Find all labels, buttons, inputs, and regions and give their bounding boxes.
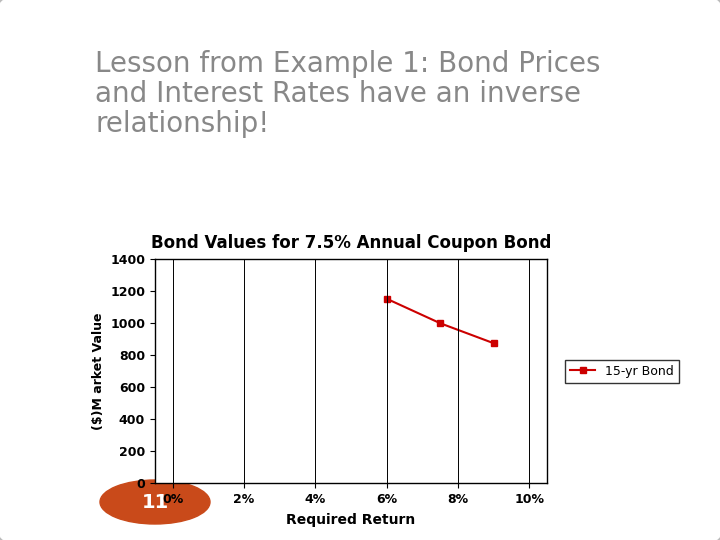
15-yr Bond xyxy=(490,340,498,347)
Title: Bond Values for 7.5% Annual Coupon Bond: Bond Values for 7.5% Annual Coupon Bond xyxy=(150,234,552,252)
Text: relationship!: relationship! xyxy=(95,110,269,138)
Line: 15-yr Bond: 15-yr Bond xyxy=(383,295,498,347)
15-yr Bond xyxy=(436,320,444,327)
X-axis label: Required Return: Required Return xyxy=(287,513,415,527)
Text: 11: 11 xyxy=(141,492,168,511)
15-yr Bond xyxy=(382,295,391,302)
Y-axis label: ($)M arket Value: ($)M arket Value xyxy=(91,313,104,430)
Ellipse shape xyxy=(100,480,210,524)
Legend: 15-yr Bond: 15-yr Bond xyxy=(565,360,679,383)
Text: Lesson from Example 1: Bond Prices: Lesson from Example 1: Bond Prices xyxy=(95,50,600,78)
Text: and Interest Rates have an inverse: and Interest Rates have an inverse xyxy=(95,80,581,108)
